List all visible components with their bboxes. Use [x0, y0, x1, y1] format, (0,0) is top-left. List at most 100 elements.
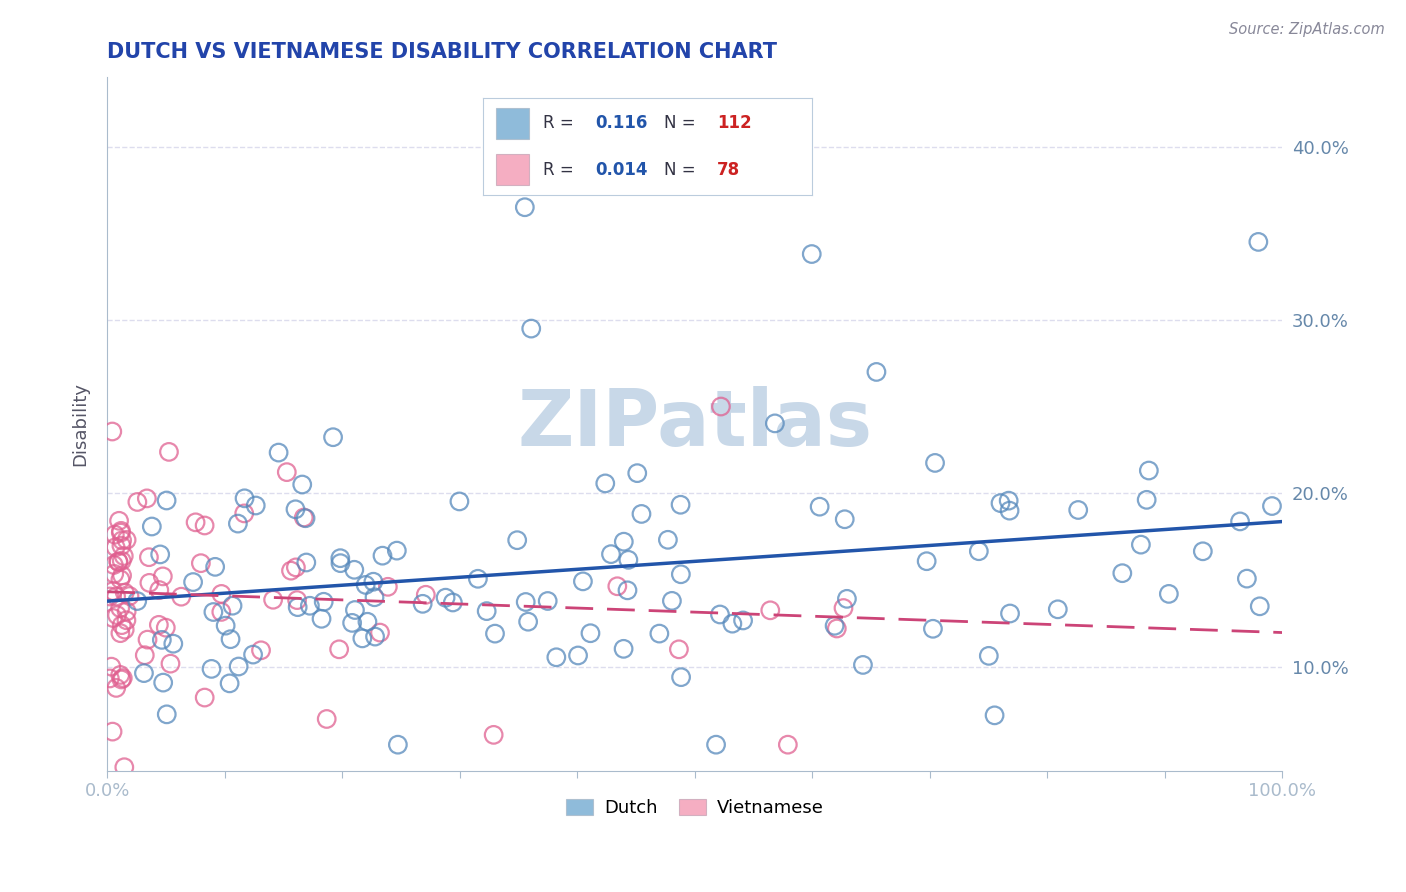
- Point: [127, 495, 149, 509]
- Point: [150, 632, 173, 647]
- Point: [298, 599, 321, 613]
- Point: [537, 594, 560, 608]
- Point: [200, 662, 222, 676]
- Point: [141, 519, 163, 533]
- Point: [107, 555, 129, 569]
- Point: [733, 614, 755, 628]
- Point: [441, 595, 464, 609]
- Point: [482, 728, 505, 742]
- Point: [101, 611, 124, 625]
- Point: [834, 512, 856, 526]
- Point: [291, 477, 314, 491]
- Point: [156, 707, 179, 722]
- Point: [617, 553, 640, 567]
- Point: [513, 200, 536, 214]
- Point: [852, 657, 875, 672]
- Point: [115, 613, 138, 627]
- Point: [110, 626, 132, 640]
- Point: [808, 500, 831, 514]
- Point: [202, 605, 225, 619]
- Point: [1111, 566, 1133, 581]
- Point: [800, 247, 823, 261]
- Point: [287, 600, 309, 615]
- Point: [138, 575, 160, 590]
- Point: [434, 591, 457, 605]
- Point: [1249, 599, 1271, 614]
- Point: [294, 511, 316, 525]
- Point: [219, 632, 242, 647]
- Point: [285, 593, 308, 607]
- Point: [226, 516, 249, 531]
- Point: [114, 585, 136, 599]
- Point: [284, 502, 307, 516]
- Legend: Dutch, Vietnamese: Dutch, Vietnamese: [558, 791, 831, 824]
- Point: [368, 625, 391, 640]
- Point: [776, 738, 799, 752]
- Point: [506, 533, 529, 548]
- Point: [1261, 499, 1284, 513]
- Point: [209, 587, 232, 601]
- Point: [162, 637, 184, 651]
- Point: [1137, 464, 1160, 478]
- Point: [825, 622, 848, 636]
- Point: [194, 518, 217, 533]
- Point: [114, 623, 136, 637]
- Point: [101, 425, 124, 439]
- Point: [111, 533, 134, 548]
- Point: [356, 615, 378, 629]
- Point: [983, 708, 1005, 723]
- Point: [103, 558, 125, 572]
- Point: [328, 642, 350, 657]
- Point: [136, 632, 159, 647]
- Point: [915, 554, 938, 568]
- Point: [101, 724, 124, 739]
- Point: [593, 476, 616, 491]
- Point: [111, 568, 134, 582]
- Point: [835, 591, 858, 606]
- Point: [977, 648, 1000, 663]
- Point: [100, 659, 122, 673]
- Point: [606, 579, 628, 593]
- Point: [112, 549, 135, 563]
- Point: [759, 603, 782, 617]
- Point: [218, 676, 240, 690]
- Point: [1229, 515, 1251, 529]
- Point: [669, 670, 692, 684]
- Point: [112, 760, 135, 774]
- Point: [204, 559, 226, 574]
- Point: [1136, 492, 1159, 507]
- Point: [475, 604, 498, 618]
- Text: Source: ZipAtlas.com: Source: ZipAtlas.com: [1229, 22, 1385, 37]
- Point: [340, 615, 363, 630]
- Point: [865, 365, 887, 379]
- Point: [127, 594, 149, 608]
- Point: [343, 603, 366, 617]
- Point: [157, 445, 180, 459]
- Point: [115, 533, 138, 547]
- Point: [1157, 587, 1180, 601]
- Point: [1046, 602, 1069, 616]
- Point: [1192, 544, 1215, 558]
- Point: [352, 632, 374, 646]
- Point: [832, 601, 855, 615]
- Point: [105, 681, 128, 695]
- Point: [148, 618, 170, 632]
- Point: [385, 543, 408, 558]
- Point: [630, 507, 652, 521]
- Point: [922, 622, 945, 636]
- Point: [998, 607, 1021, 621]
- Point: [377, 580, 399, 594]
- Point: [111, 554, 134, 568]
- Point: [517, 615, 540, 629]
- Point: [110, 673, 132, 687]
- Point: [181, 575, 204, 590]
- Point: [110, 668, 132, 682]
- Point: [311, 612, 333, 626]
- Point: [110, 524, 132, 538]
- Point: [118, 589, 141, 603]
- Point: [415, 588, 437, 602]
- Point: [184, 516, 207, 530]
- Point: [159, 657, 181, 671]
- Point: [104, 527, 127, 541]
- Point: [155, 493, 177, 508]
